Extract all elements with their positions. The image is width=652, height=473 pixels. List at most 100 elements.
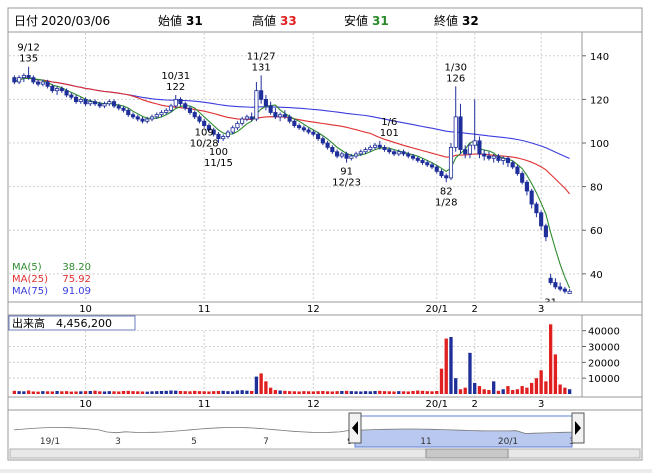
candle-body xyxy=(216,133,221,140)
candle-body xyxy=(97,103,102,107)
volume-x-tick-label: 20/1 xyxy=(426,399,448,410)
candle xyxy=(88,99,93,106)
candle-body xyxy=(335,151,340,157)
high-label: 高値 xyxy=(252,13,276,28)
candle xyxy=(59,86,64,93)
candle xyxy=(496,153,501,163)
candle xyxy=(444,173,449,183)
candle xyxy=(501,156,506,165)
navigator-selected-area xyxy=(355,429,572,447)
candle-body xyxy=(235,122,240,129)
range-navigator[interactable]: 19/135791120/13 xyxy=(9,412,641,459)
candle-body xyxy=(230,127,235,133)
candle-body xyxy=(278,114,283,118)
volume-bar xyxy=(468,352,472,394)
volume-label-box xyxy=(8,315,136,331)
candle xyxy=(354,151,359,159)
candle-body xyxy=(477,140,482,155)
navigator-scrollbar-thumb[interactable] xyxy=(425,448,509,459)
candle xyxy=(111,99,117,109)
volume-bar xyxy=(268,387,273,394)
candle-body xyxy=(382,146,387,150)
candle xyxy=(249,112,254,122)
volume-gridlines xyxy=(9,330,581,396)
volume-bar xyxy=(259,373,263,394)
candle-body xyxy=(501,157,506,161)
candle xyxy=(477,136,482,159)
volume-bar xyxy=(492,381,496,394)
volume-bar xyxy=(221,390,225,394)
open-value: 31 xyxy=(186,14,203,28)
volume-bar xyxy=(102,391,107,394)
legend-name: MA(75) xyxy=(12,286,48,297)
candle-body xyxy=(491,155,496,159)
volume-bar xyxy=(212,391,216,394)
annotation-date: 9/12 xyxy=(17,43,39,54)
candle xyxy=(311,129,316,137)
candle xyxy=(472,99,477,150)
candle-body xyxy=(496,155,501,161)
candle xyxy=(211,127,216,137)
volume-bar xyxy=(164,390,168,394)
volume-bar xyxy=(83,391,88,394)
volume-bar xyxy=(231,391,235,394)
candle-body xyxy=(439,170,444,177)
candle-body xyxy=(273,112,278,118)
candle xyxy=(482,149,487,161)
arrow-left-icon xyxy=(352,421,358,435)
candle-body xyxy=(448,146,454,179)
volume-bar xyxy=(511,390,515,394)
candle xyxy=(50,84,55,93)
volume-bar xyxy=(250,390,254,394)
candle-body xyxy=(453,116,458,148)
candle xyxy=(21,73,26,82)
volume-bar xyxy=(131,391,135,394)
moving-average-lines xyxy=(14,77,571,289)
annotation-date: 12/23 xyxy=(332,178,361,189)
volume-bar xyxy=(444,338,448,394)
candle xyxy=(434,164,439,174)
candle-body xyxy=(202,120,207,126)
volume-bar xyxy=(501,389,505,394)
candle-body xyxy=(55,88,60,92)
navigator-scrollbar-track[interactable] xyxy=(9,448,641,459)
candle xyxy=(287,114,292,124)
candle xyxy=(126,108,131,117)
volume-bar xyxy=(506,386,510,394)
candle xyxy=(107,99,112,106)
candle xyxy=(192,110,197,120)
candle xyxy=(325,140,330,150)
candle-body xyxy=(159,112,164,116)
candle-body xyxy=(425,162,430,166)
low-value: 31 xyxy=(372,14,389,28)
volume-bar xyxy=(155,391,159,394)
candle-body xyxy=(429,164,435,168)
navigator-right-handle[interactable] xyxy=(571,412,585,444)
candle xyxy=(69,92,74,100)
candle-body xyxy=(486,155,492,159)
navigator-left-handle[interactable] xyxy=(348,412,362,444)
candle xyxy=(344,151,349,163)
volume-bar xyxy=(496,390,501,394)
candle xyxy=(168,103,174,113)
volume-tick-label: 30000 xyxy=(588,343,620,354)
volume-bar xyxy=(553,354,558,394)
volume-bar xyxy=(26,390,31,394)
candle xyxy=(358,149,363,157)
volume-bar xyxy=(292,391,297,394)
volume-bar xyxy=(287,391,292,394)
candle-body xyxy=(12,77,17,83)
navigator-label: 5 xyxy=(191,437,197,447)
annotation-date: 10/28 xyxy=(190,138,219,149)
candle-body xyxy=(102,103,107,107)
candle-body xyxy=(206,125,212,131)
candle xyxy=(268,101,273,115)
volume-label: 出来高 xyxy=(12,316,45,330)
volume-bar xyxy=(544,381,548,394)
candle-body xyxy=(543,225,548,238)
candle-body xyxy=(183,103,188,109)
volume-bar xyxy=(22,391,26,394)
candle-body xyxy=(259,90,264,100)
volume-bar xyxy=(178,390,183,394)
volume-bar xyxy=(567,389,572,394)
